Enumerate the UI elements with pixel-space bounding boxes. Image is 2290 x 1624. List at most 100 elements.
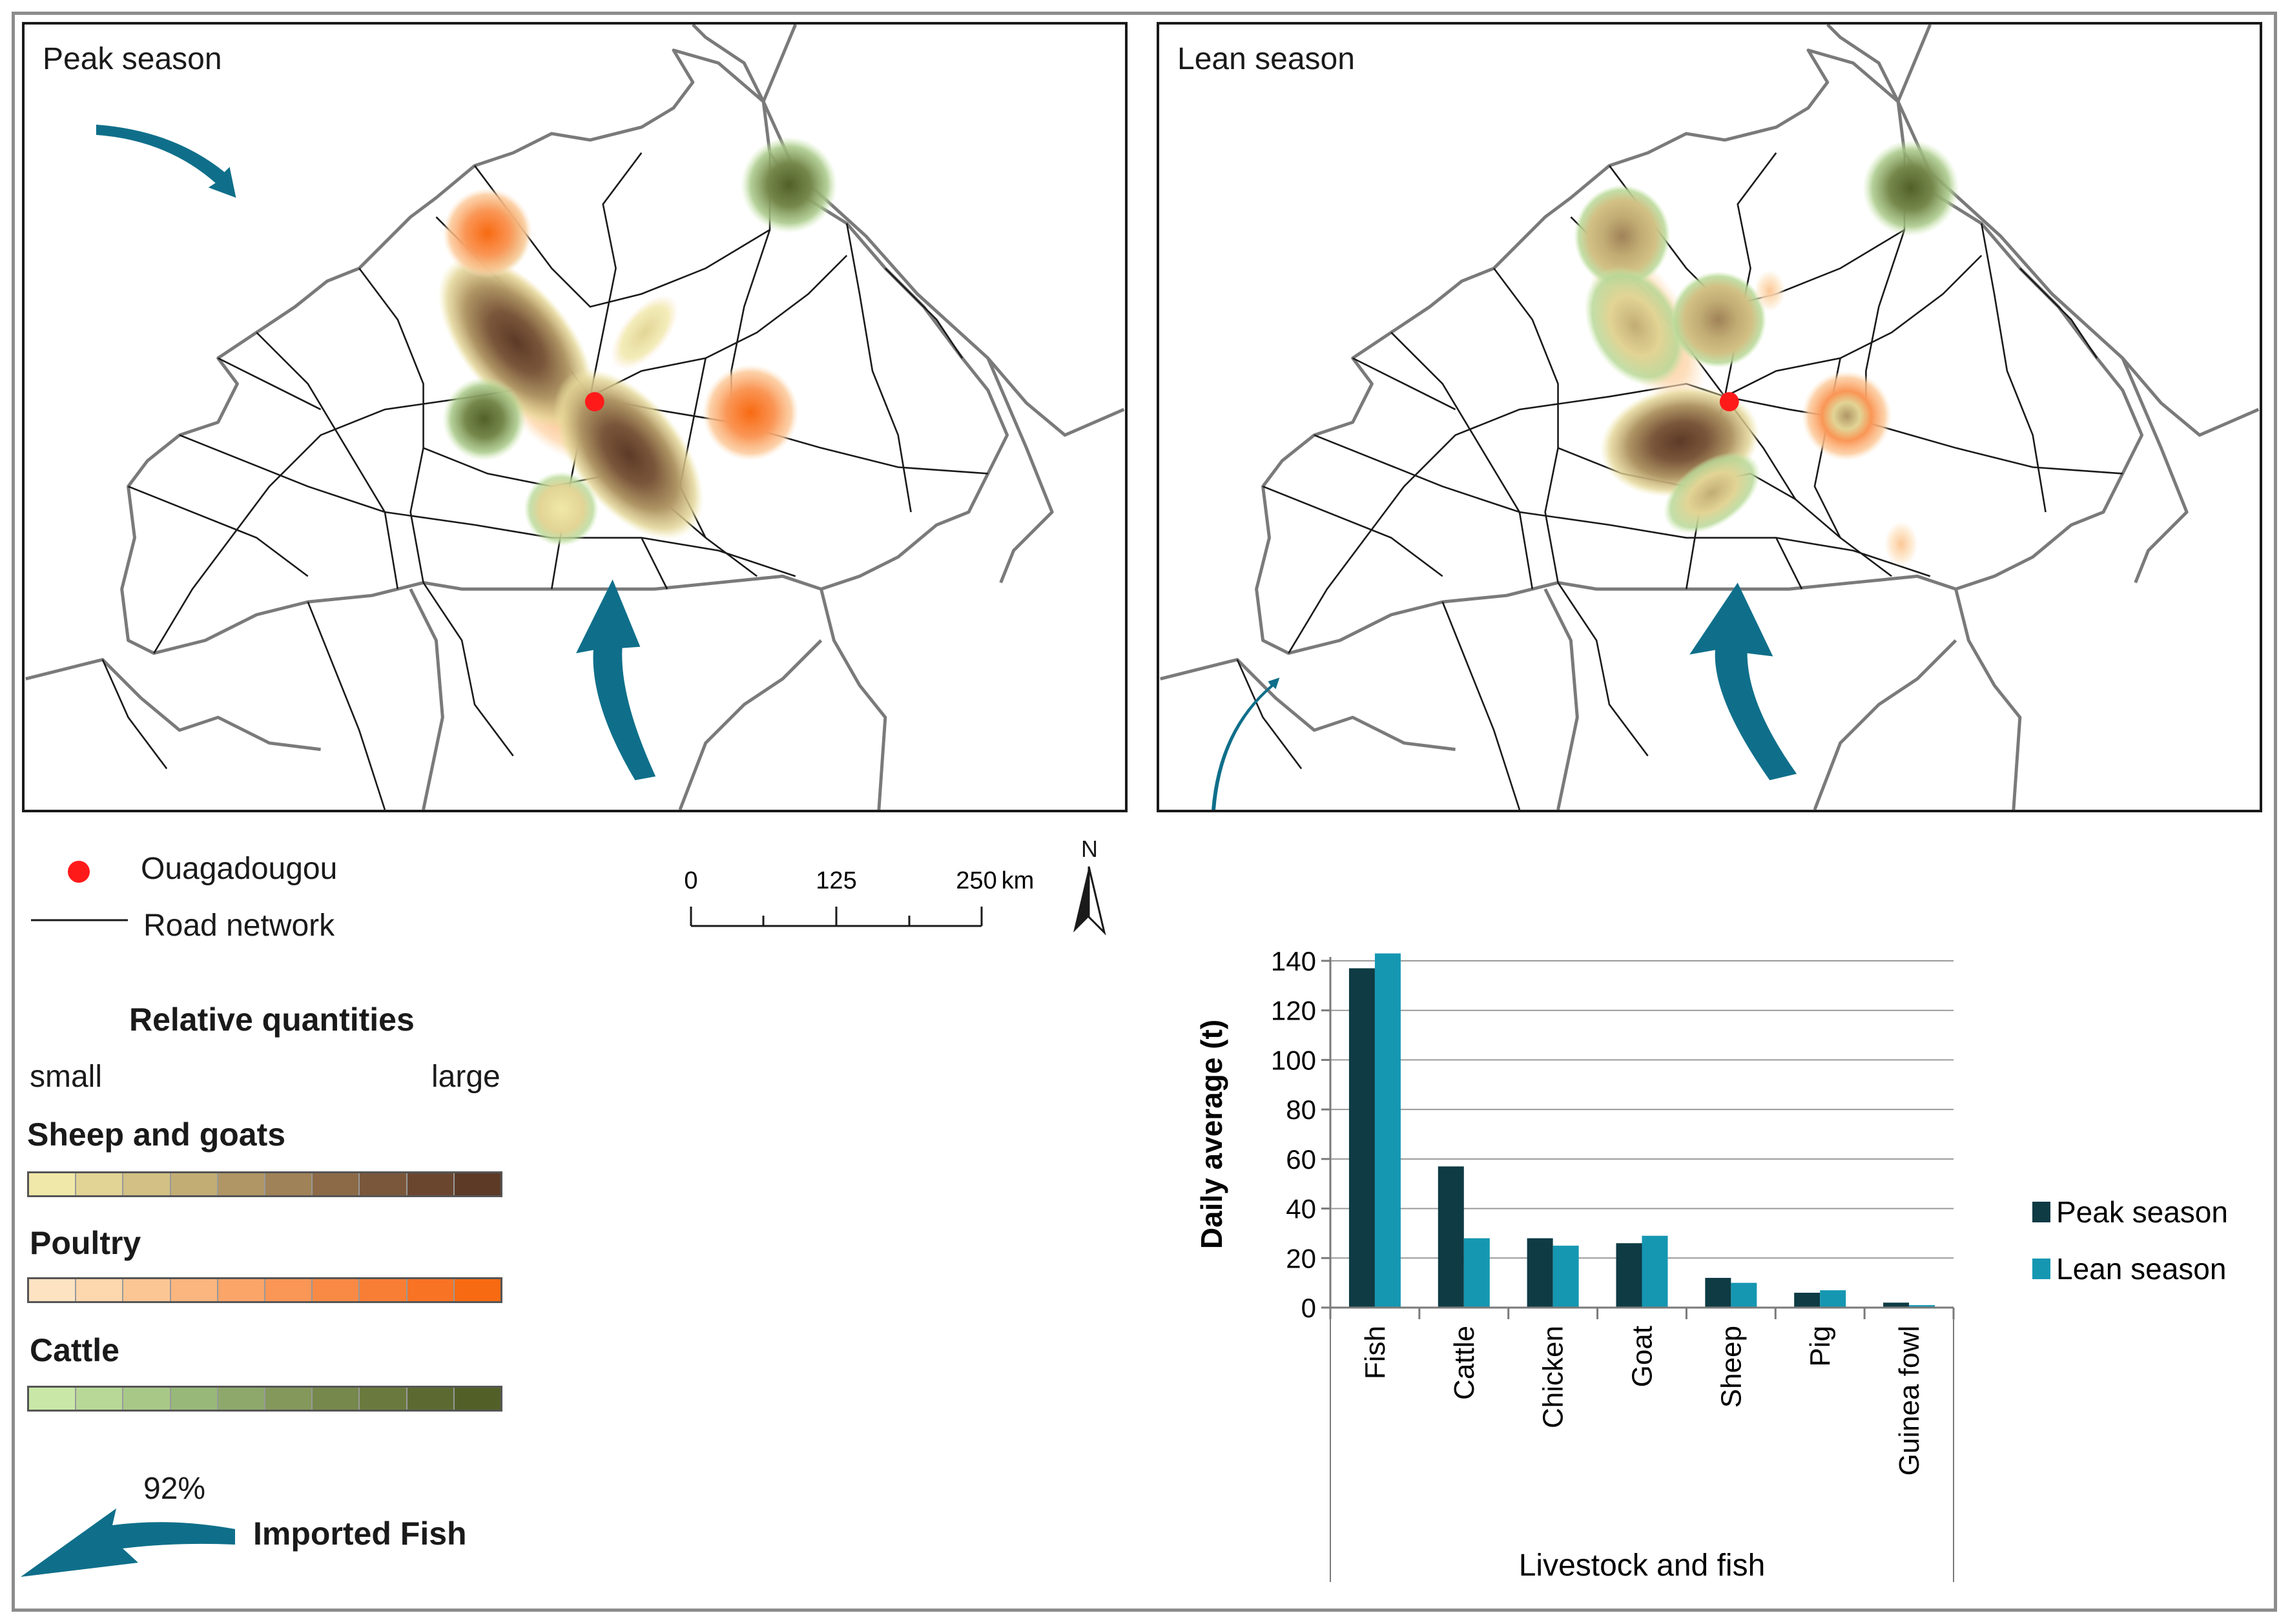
poultry-swatch — [454, 1279, 501, 1301]
country-outline — [120, 48, 1009, 655]
bar-sheep-lean — [1731, 1282, 1757, 1308]
x-tick-label: Fish — [1359, 1326, 1391, 1379]
sheep-goats-swatch — [29, 1173, 77, 1195]
cattle-swatch — [76, 1388, 124, 1410]
sheep-goats-swatch — [76, 1173, 124, 1195]
bar-chicken-lean — [1552, 1246, 1579, 1308]
road-legend-label: Road network — [143, 909, 335, 943]
legend-swatch-lean — [2032, 1259, 2050, 1279]
chart-x-label: Livestock and fish — [1519, 1548, 1766, 1583]
road-legend-icon — [31, 919, 128, 921]
cattle-ramp — [27, 1386, 502, 1412]
x-tick-label: Guinea fowl — [1893, 1326, 1925, 1475]
cattle-swatch — [313, 1388, 360, 1410]
sheep-goats-swatch — [123, 1173, 171, 1195]
x-tick-label: Chicken — [1538, 1326, 1569, 1428]
import-label: Imported Fish — [253, 1516, 467, 1552]
peak-season-map: Peak season — [22, 22, 1128, 812]
import-percent: 92% — [143, 1472, 206, 1506]
bar-guinea-fowl-peak — [1883, 1302, 1910, 1308]
bar-fish-peak — [1348, 968, 1375, 1308]
bar-pig-peak — [1794, 1292, 1821, 1308]
cattle-swatch — [407, 1388, 455, 1410]
x-tick-label: Pig — [1804, 1326, 1836, 1367]
country-outline — [1255, 48, 2144, 655]
import-flow-arrows — [1212, 582, 1797, 810]
y-tick-label: 60 — [1286, 1144, 1316, 1175]
sheep-goats-swatch — [407, 1173, 455, 1195]
poultry-swatch — [313, 1279, 360, 1301]
y-tick-label: 20 — [1286, 1243, 1316, 1273]
sheep-goats-label: Sheep and goats — [27, 1116, 286, 1153]
x-tick-label: Sheep — [1715, 1326, 1747, 1408]
poultry-swatch — [218, 1279, 266, 1301]
y-tick-label: 140 — [1271, 946, 1316, 976]
poultry-swatch — [265, 1279, 313, 1301]
legend-label-lean: Lean season — [2056, 1252, 2226, 1286]
country-borders — [25, 25, 1125, 810]
bar-chart: 0 20 40 60 80 100 120 140 Fish Cattle Chicken Goat… — [1195, 946, 2228, 1583]
bar-chicken-peak — [1527, 1238, 1553, 1308]
chart-y-label: Daily average (t) — [1195, 1020, 1228, 1249]
sheep-goats-swatch — [360, 1173, 407, 1195]
north-arrow-icon — [1073, 866, 1106, 936]
bar-cattle-lean — [1463, 1238, 1490, 1308]
peak-map-title: Peak season — [43, 42, 222, 76]
bar-goat-lean — [1642, 1235, 1668, 1308]
lean-map-title: Lean season — [1177, 42, 1355, 76]
scale-tick-125: 125 — [816, 867, 856, 894]
sheep-goats-swatch — [454, 1173, 501, 1195]
cattle-label: Cattle — [30, 1332, 119, 1368]
bar-pig-lean — [1820, 1290, 1846, 1308]
poultry-label: Poultry — [30, 1225, 141, 1261]
y-tick-label: 0 — [1301, 1293, 1316, 1323]
poultry-swatch — [170, 1279, 218, 1301]
ouagadougou-marker — [584, 392, 604, 412]
chart-bars — [1348, 953, 1935, 1308]
sheep-goats-swatch — [265, 1173, 313, 1195]
figure-frame — [12, 12, 2277, 1612]
cattle-swatch — [123, 1388, 171, 1410]
legend-label-peak: Peak season — [2056, 1195, 2228, 1229]
country-borders — [1159, 25, 2260, 810]
bar-sheep-peak — [1705, 1277, 1731, 1308]
import-flow-arrows — [96, 124, 656, 781]
poultry-swatch — [407, 1279, 455, 1301]
capital-legend-label: Ouagadougou — [141, 852, 338, 886]
sheep-goats-swatch — [170, 1173, 218, 1195]
cattle-swatch — [265, 1388, 313, 1410]
sheep-goats-swatch — [313, 1173, 360, 1195]
capital-legend-icon — [68, 861, 90, 883]
poultry-swatch — [29, 1279, 77, 1301]
poultry-ramp — [27, 1277, 502, 1303]
density-overlay — [1574, 139, 1959, 567]
quantities-title: Relative quantities — [129, 1002, 415, 1038]
sheep-goats-swatch — [218, 1173, 266, 1195]
poultry-swatch — [123, 1279, 171, 1301]
cattle-swatch — [170, 1388, 218, 1410]
chart-gridlines — [1330, 960, 1954, 1259]
y-tick-label: 40 — [1286, 1194, 1316, 1224]
poultry-swatch — [76, 1279, 124, 1301]
ouagadougou-marker — [1719, 392, 1739, 412]
bar-goat-peak — [1616, 1243, 1642, 1308]
import-arrow-icon — [21, 1508, 235, 1577]
scale-bar: 0 125 250 km — [684, 867, 1035, 927]
bar-cattle-peak — [1438, 1166, 1464, 1308]
scale-tick-250: 250 — [956, 867, 996, 894]
chart-legend: Peak season Lean season — [2032, 1195, 2228, 1286]
cattle-swatch — [218, 1388, 266, 1410]
large-label: large — [431, 1060, 500, 1094]
chart-y-ticks: 0 20 40 60 80 100 120 140 — [1271, 946, 1330, 1323]
density-overlay — [438, 136, 838, 546]
y-tick-label: 100 — [1271, 1045, 1316, 1075]
lean-season-map: Lean season — [1157, 22, 2262, 812]
cattle-swatch — [29, 1388, 77, 1410]
peak-map-canvas — [25, 25, 1125, 810]
small-label: small — [30, 1060, 103, 1094]
legend-swatch-peak — [2032, 1202, 2050, 1222]
x-tick-label: Cattle — [1449, 1326, 1480, 1400]
scale-unit: km — [1002, 867, 1035, 894]
poultry-swatch — [360, 1279, 407, 1301]
bar-guinea-fowl-lean — [1909, 1305, 1935, 1308]
